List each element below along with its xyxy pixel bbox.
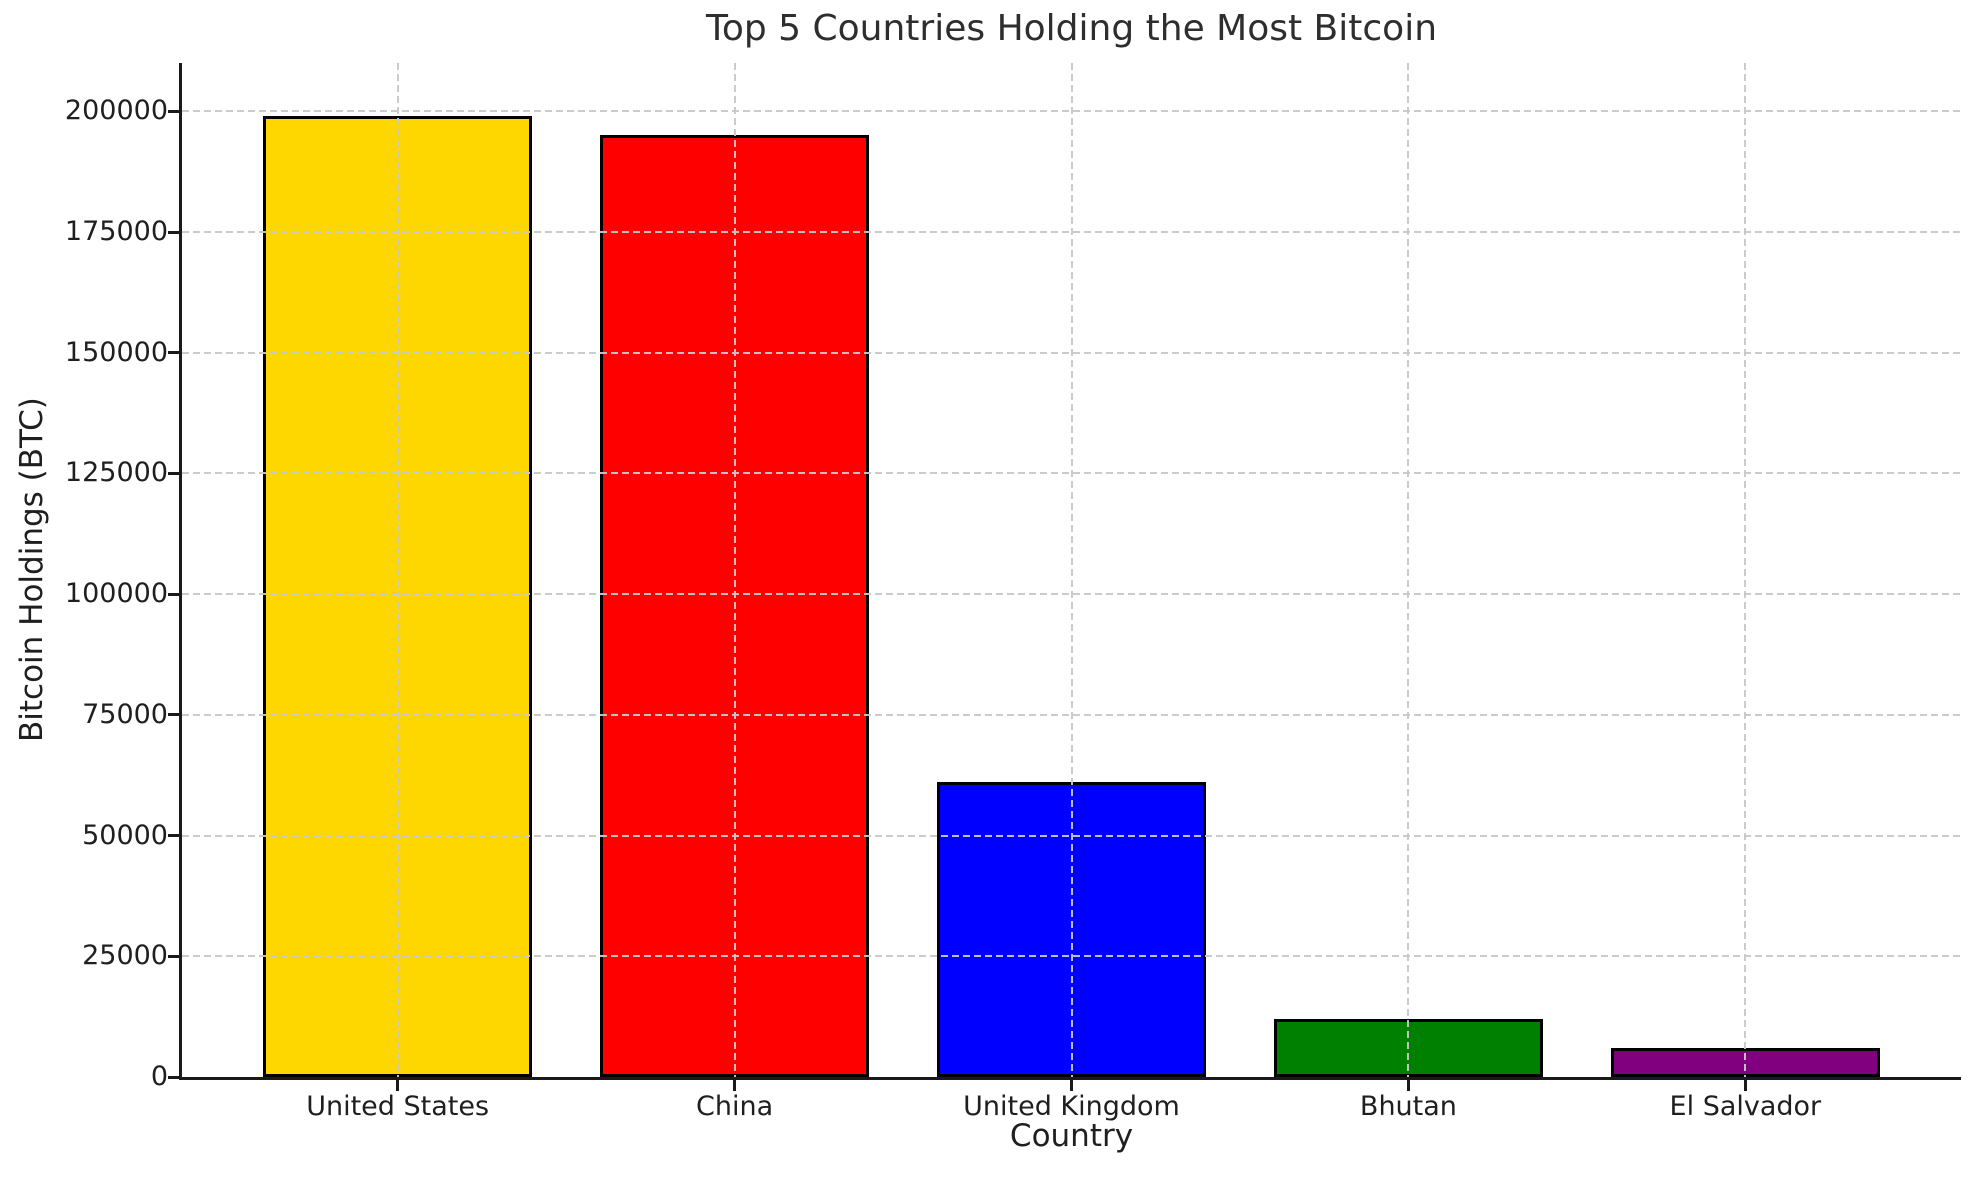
x-tick-label-bhutan: Bhutan bbox=[1359, 1091, 1457, 1122]
y-axis-spine bbox=[179, 63, 182, 1080]
y-tick-50000 bbox=[168, 834, 179, 838]
x-tick-label-china: China bbox=[696, 1091, 774, 1122]
y-tick-150000 bbox=[168, 351, 179, 355]
x-tick-label-united-states: United States bbox=[306, 1091, 490, 1122]
x-tick-united-kingdom bbox=[1070, 1080, 1073, 1091]
y-tick-label-0: 0 bbox=[150, 1061, 168, 1092]
x-tick-china bbox=[733, 1080, 737, 1091]
y-tick-100000 bbox=[168, 592, 179, 596]
gridline-x-united-states bbox=[396, 63, 399, 1077]
y-tick-label-75000: 75000 bbox=[82, 698, 168, 730]
chart-title: Top 5 Countries Holding the Most Bitcoin bbox=[705, 8, 1438, 49]
y-tick-125000 bbox=[168, 471, 179, 475]
gridline-x-el-salvador bbox=[1744, 63, 1747, 1077]
gridline-x-united-kingdom bbox=[1070, 63, 1073, 1077]
y-tick-200000 bbox=[168, 109, 179, 113]
x-tick-label-united-kingdom: United Kingdom bbox=[963, 1091, 1180, 1122]
gridline-x-china bbox=[733, 63, 736, 1077]
x-tick-united-states bbox=[396, 1080, 400, 1091]
y-axis-label: Bitcoin Holdings (BTC) bbox=[14, 397, 50, 743]
y-tick-label-100000: 100000 bbox=[64, 578, 168, 610]
y-tick-label-50000: 50000 bbox=[82, 819, 168, 851]
y-tick-label-175000: 175000 bbox=[64, 216, 168, 247]
x-axis-spine bbox=[179, 1077, 1961, 1080]
y-tick-25000 bbox=[168, 954, 179, 958]
y-tick-75000 bbox=[168, 713, 179, 717]
x-tick-el-salvador bbox=[1743, 1080, 1747, 1091]
x-tick-bhutan bbox=[1406, 1080, 1410, 1091]
x-tick-label-el-salvador: El Salvador bbox=[1669, 1091, 1822, 1122]
y-tick-label-150000: 150000 bbox=[64, 336, 168, 368]
y-tick-label-125000: 125000 bbox=[64, 457, 168, 489]
y-tick-label-25000: 25000 bbox=[82, 940, 168, 972]
y-tick-0 bbox=[168, 1075, 179, 1079]
y-tick-label-200000: 200000 bbox=[64, 95, 168, 127]
y-tick-175000 bbox=[168, 230, 179, 234]
gridline-x-bhutan bbox=[1407, 63, 1410, 1077]
x-axis-label: Country bbox=[1009, 1118, 1134, 1154]
